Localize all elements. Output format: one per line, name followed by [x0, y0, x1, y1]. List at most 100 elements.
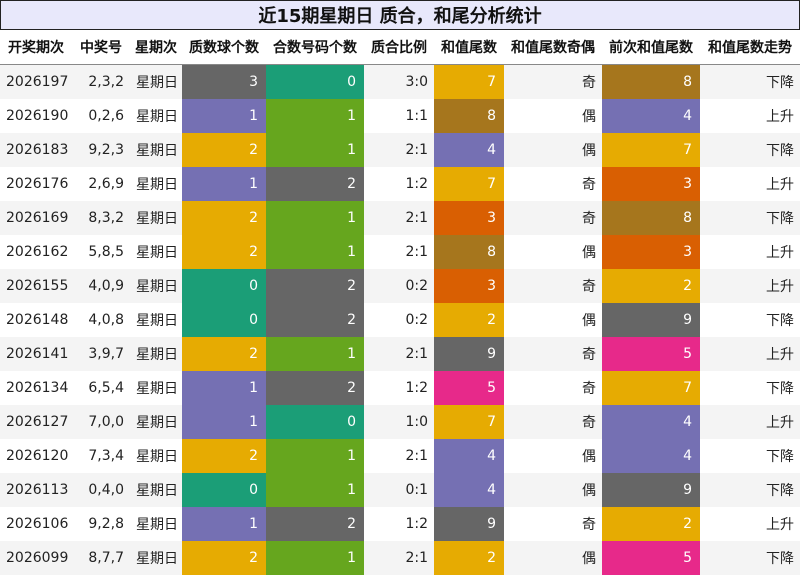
cell-period: 2026169	[0, 201, 72, 235]
col-header-tail-parity: 和值尾数奇偶	[504, 30, 602, 65]
cell-prev-tail: 8	[602, 64, 700, 99]
cell-prime-count: 1	[182, 507, 266, 541]
col-header-weekday: 星期次	[130, 30, 182, 65]
cell-numbers: 5,8,5	[72, 235, 130, 269]
cell-tail-parity: 奇	[504, 64, 602, 99]
table-row: 2026176 2,6,9 星期日 1 2 1:2 7 奇 3 上升	[0, 167, 800, 201]
col-header-period: 开奖期次	[0, 30, 72, 65]
cell-composite-count: 1	[266, 201, 364, 235]
table-row: 2026106 9,2,8 星期日 1 2 1:2 9 奇 2 上升	[0, 507, 800, 541]
cell-tail-trend: 下降	[700, 371, 800, 405]
cell-prev-tail: 2	[602, 269, 700, 303]
col-header-numbers: 中奖号	[72, 30, 130, 65]
cell-period: 2026190	[0, 99, 72, 133]
cell-tail-parity: 奇	[504, 269, 602, 303]
cell-numbers: 9,2,3	[72, 133, 130, 167]
cell-sum-tail: 7	[434, 167, 504, 201]
cell-composite-count: 1	[266, 337, 364, 371]
cell-numbers: 7,3,4	[72, 439, 130, 473]
cell-sum-tail: 2	[434, 303, 504, 337]
cell-sum-tail: 4	[434, 473, 504, 507]
cell-tail-parity: 奇	[504, 371, 602, 405]
cell-tail-parity: 偶	[504, 235, 602, 269]
cell-weekday: 星期日	[130, 303, 182, 337]
cell-ratio: 0:1	[364, 473, 434, 507]
cell-tail-parity: 偶	[504, 541, 602, 575]
cell-tail-parity: 偶	[504, 473, 602, 507]
cell-period: 2026106	[0, 507, 72, 541]
cell-prev-tail: 7	[602, 133, 700, 167]
cell-period: 2026176	[0, 167, 72, 201]
cell-composite-count: 0	[266, 64, 364, 99]
cell-prime-count: 1	[182, 99, 266, 133]
cell-prime-count: 0	[182, 303, 266, 337]
cell-period: 2026141	[0, 337, 72, 371]
cell-weekday: 星期日	[130, 235, 182, 269]
cell-tail-parity: 奇	[504, 337, 602, 371]
cell-period: 2026155	[0, 269, 72, 303]
cell-ratio: 2:1	[364, 439, 434, 473]
cell-sum-tail: 4	[434, 439, 504, 473]
cell-weekday: 星期日	[130, 133, 182, 167]
cell-prev-tail: 5	[602, 337, 700, 371]
cell-numbers: 9,2,8	[72, 507, 130, 541]
cell-weekday: 星期日	[130, 269, 182, 303]
cell-prime-count: 3	[182, 64, 266, 99]
cell-numbers: 4,0,9	[72, 269, 130, 303]
cell-numbers: 8,3,2	[72, 201, 130, 235]
cell-prime-count: 2	[182, 337, 266, 371]
cell-prev-tail: 7	[602, 371, 700, 405]
cell-tail-trend: 上升	[700, 235, 800, 269]
cell-weekday: 星期日	[130, 405, 182, 439]
cell-numbers: 0,4,0	[72, 473, 130, 507]
col-header-composite-count: 合数号码个数	[266, 30, 364, 65]
cell-sum-tail: 4	[434, 133, 504, 167]
cell-tail-trend: 下降	[700, 303, 800, 337]
cell-ratio: 1:1	[364, 99, 434, 133]
cell-sum-tail: 5	[434, 371, 504, 405]
cell-composite-count: 1	[266, 439, 364, 473]
cell-ratio: 1:0	[364, 405, 434, 439]
cell-tail-parity: 偶	[504, 303, 602, 337]
cell-tail-parity: 偶	[504, 133, 602, 167]
cell-sum-tail: 9	[434, 507, 504, 541]
cell-tail-trend: 上升	[700, 405, 800, 439]
cell-sum-tail: 3	[434, 269, 504, 303]
cell-composite-count: 2	[266, 371, 364, 405]
cell-ratio: 1:2	[364, 371, 434, 405]
cell-ratio: 3:0	[364, 64, 434, 99]
cell-prev-tail: 4	[602, 99, 700, 133]
cell-numbers: 4,0,8	[72, 303, 130, 337]
cell-tail-trend: 上升	[700, 167, 800, 201]
cell-prev-tail: 8	[602, 201, 700, 235]
cell-period: 2026099	[0, 541, 72, 575]
cell-weekday: 星期日	[130, 507, 182, 541]
cell-composite-count: 1	[266, 473, 364, 507]
cell-ratio: 2:1	[364, 201, 434, 235]
cell-tail-parity: 奇	[504, 405, 602, 439]
cell-numbers: 3,9,7	[72, 337, 130, 371]
cell-ratio: 1:2	[364, 507, 434, 541]
cell-weekday: 星期日	[130, 371, 182, 405]
cell-sum-tail: 8	[434, 99, 504, 133]
cell-prime-count: 1	[182, 167, 266, 201]
cell-tail-trend: 上升	[700, 507, 800, 541]
cell-prev-tail: 5	[602, 541, 700, 575]
table-row: 2026134 6,5,4 星期日 1 2 1:2 5 奇 7 下降	[0, 371, 800, 405]
cell-prev-tail: 4	[602, 439, 700, 473]
table-row: 2026169 8,3,2 星期日 2 1 2:1 3 奇 8 下降	[0, 201, 800, 235]
cell-tail-trend: 下降	[700, 473, 800, 507]
table-body: 2026197 2,3,2 星期日 3 0 3:0 7 奇 8 下降 2026190 0,2,6 星期日…	[0, 64, 800, 575]
cell-composite-count: 1	[266, 133, 364, 167]
stats-table: 开奖期次 中奖号 星期次 质数球个数 合数号码个数 质合比例 和值尾数 和值尾数…	[0, 30, 800, 575]
cell-ratio: 0:2	[364, 269, 434, 303]
cell-weekday: 星期日	[130, 201, 182, 235]
cell-period: 2026113	[0, 473, 72, 507]
table-row: 2026113 0,4,0 星期日 0 1 0:1 4 偶 9 下降	[0, 473, 800, 507]
cell-composite-count: 2	[266, 507, 364, 541]
page-title: 近15期星期日 质合，和尾分析统计	[0, 0, 800, 30]
cell-prime-count: 2	[182, 133, 266, 167]
cell-composite-count: 2	[266, 269, 364, 303]
cell-prev-tail: 3	[602, 167, 700, 201]
col-header-sum-tail: 和值尾数	[434, 30, 504, 65]
